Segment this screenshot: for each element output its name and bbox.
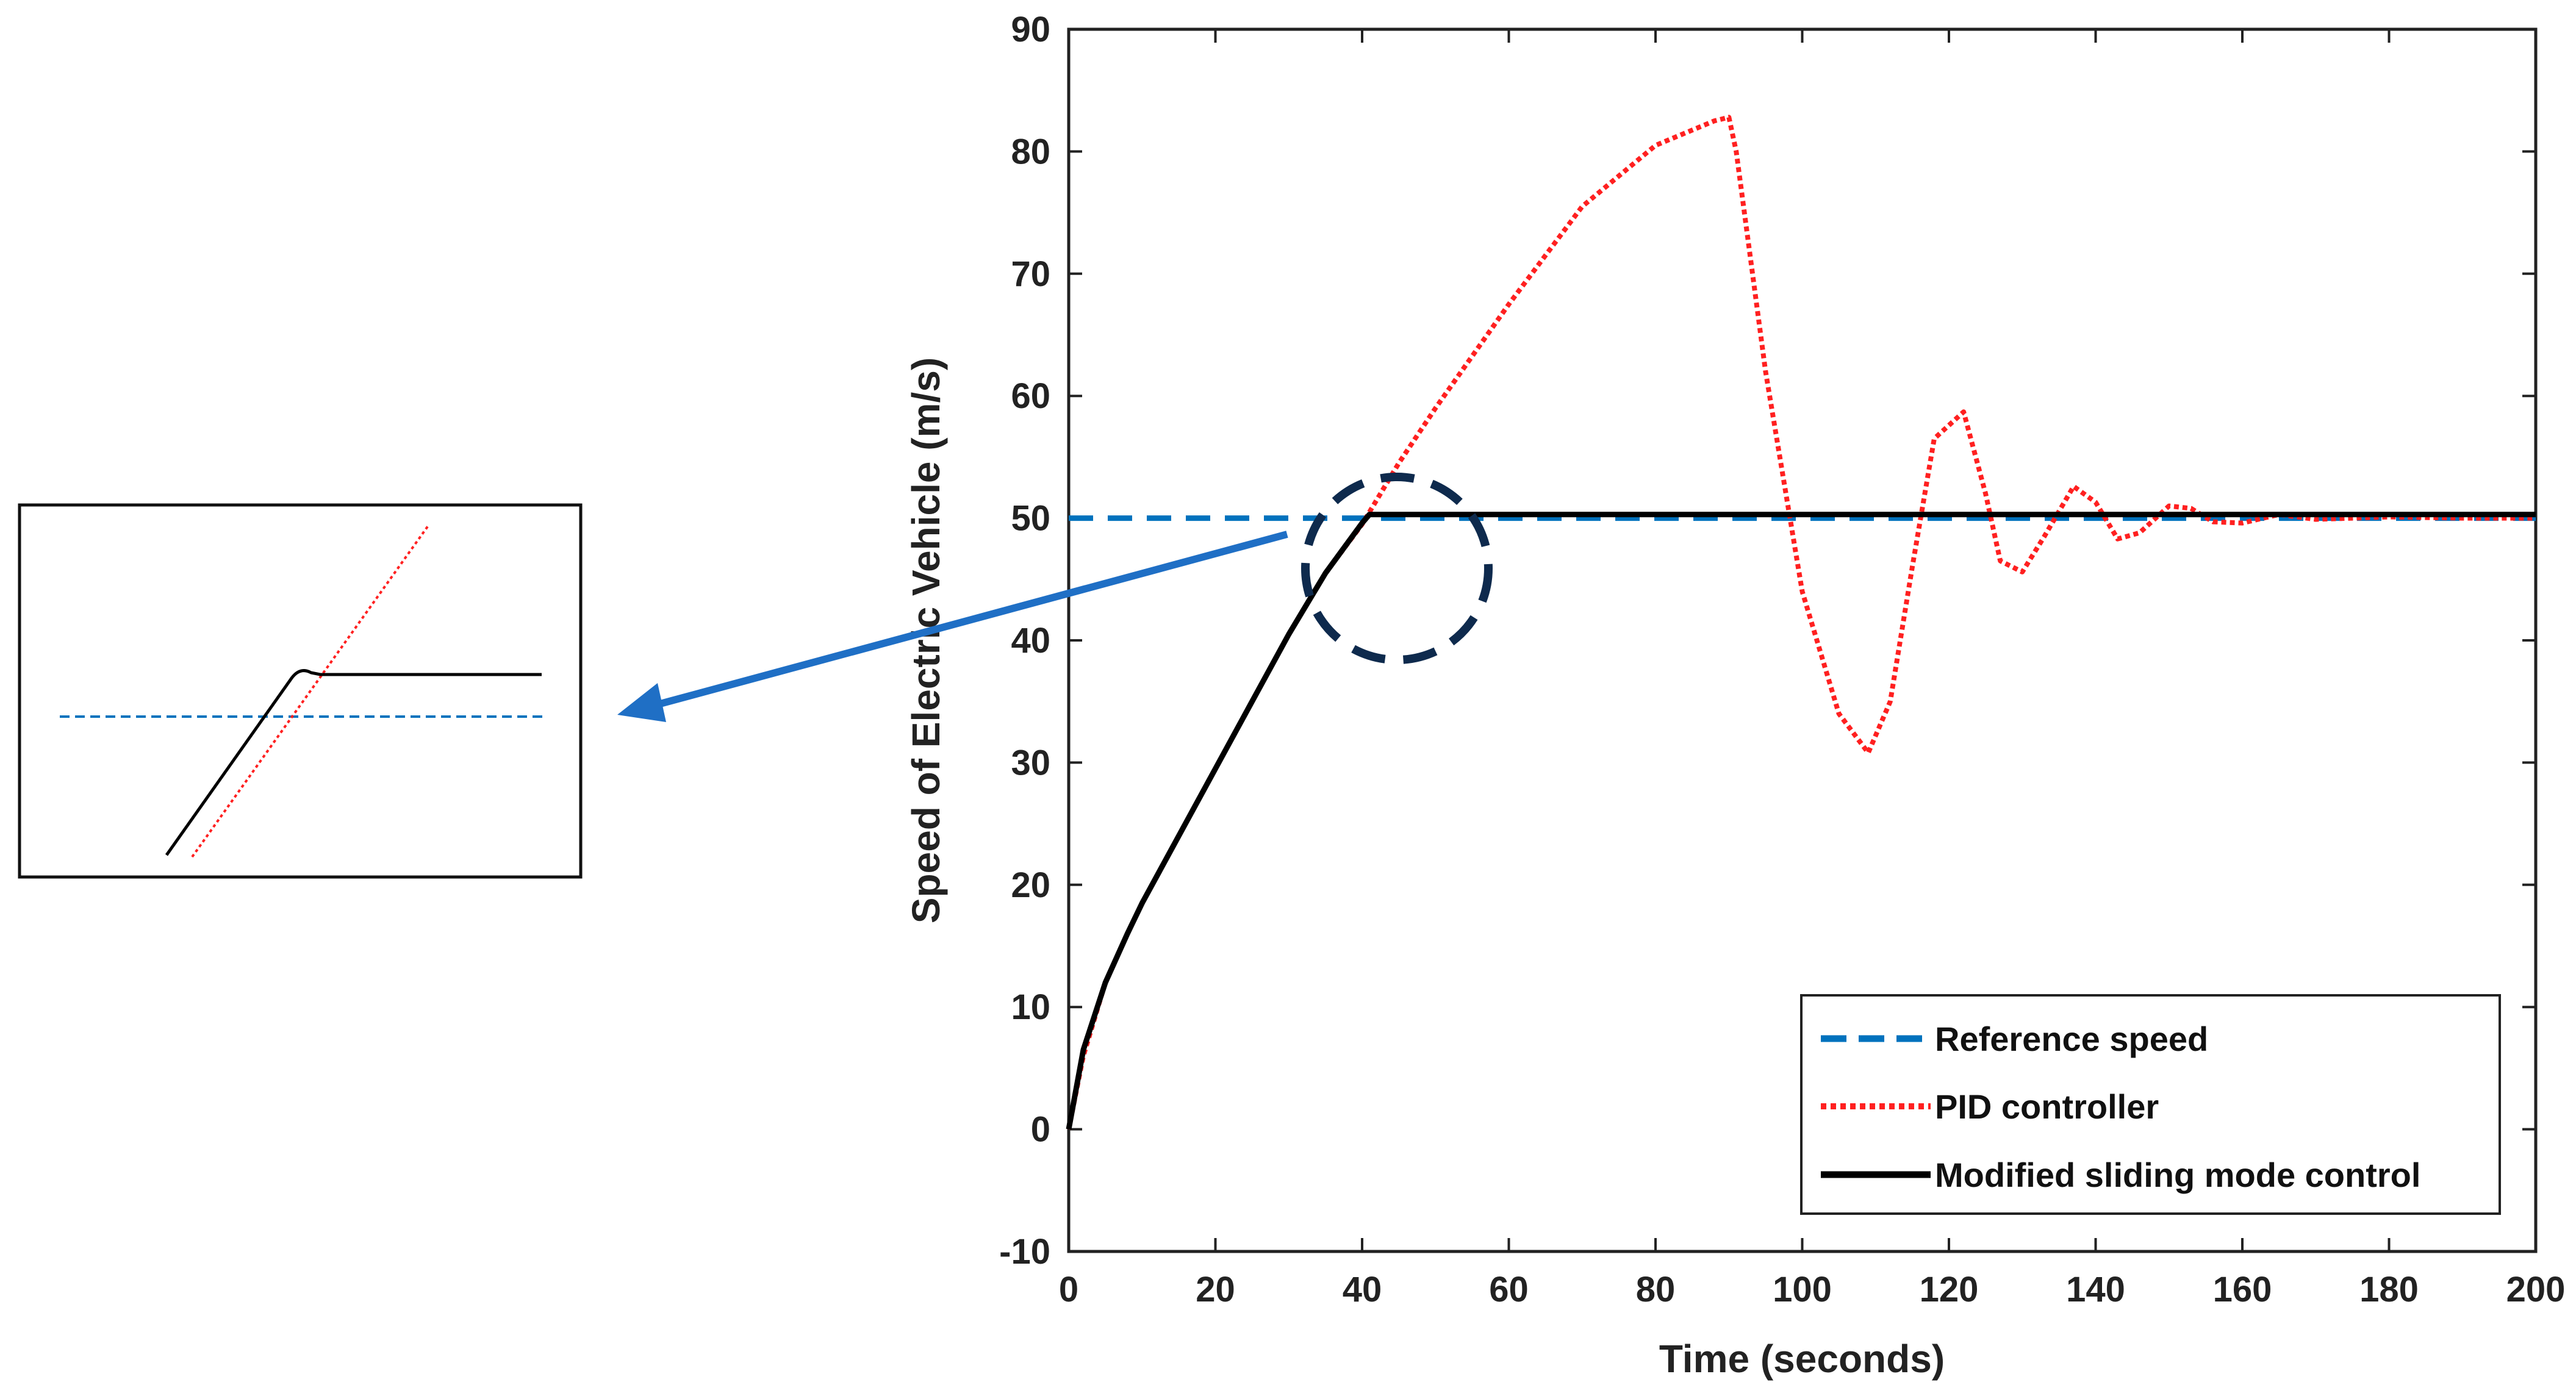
x-tick-label: 100 — [1773, 1270, 1832, 1309]
y-tick-label: 90 — [1011, 10, 1050, 49]
y-tick-label: 60 — [1011, 376, 1050, 416]
zoom-arrow-head — [617, 683, 666, 722]
legend-label-reference: Reference speed — [1935, 1020, 2208, 1058]
y-tick-label: -10 — [999, 1232, 1050, 1272]
x-tick-label: 0 — [1059, 1270, 1078, 1309]
sliding-mode-control-line — [1066, 512, 2536, 1130]
zoom-inset-box — [18, 503, 583, 879]
legend-label-smc: Modified sliding mode control — [1935, 1156, 2420, 1194]
y-tick-label: 30 — [1011, 743, 1050, 782]
x-tick-label: 80 — [1636, 1270, 1676, 1309]
y-tick-label: 40 — [1011, 621, 1050, 660]
inset-smc-line — [165, 669, 542, 856]
zoom-arrow-line — [645, 531, 1288, 711]
x-tick-label: 120 — [1920, 1270, 1979, 1309]
y-tick-label: 80 — [1011, 132, 1050, 171]
series-group — [1066, 115, 2536, 1130]
x-tick-label: 40 — [1343, 1270, 1382, 1309]
y-tick-label: 70 — [1011, 254, 1050, 294]
legend: Reference speed PID controller Modified … — [1800, 994, 2501, 1215]
legend-label-pid: PID controller — [1935, 1087, 2159, 1126]
inset-pid-line — [191, 524, 429, 858]
highlight-circle — [1301, 473, 1493, 664]
x-axis-label: Time (seconds) — [1659, 1337, 1945, 1381]
x-tick-label: 180 — [2359, 1270, 2419, 1309]
y-tick-label: 20 — [1011, 865, 1050, 905]
x-tick-label: 60 — [1489, 1270, 1529, 1309]
pid-controller-line — [1066, 115, 2536, 1130]
y-tick-label: 0 — [1031, 1110, 1050, 1150]
x-tick-label: 160 — [2213, 1270, 2272, 1309]
x-tick-label: 20 — [1196, 1270, 1235, 1309]
y-tick-label: 50 — [1011, 499, 1050, 539]
x-tick-label: 200 — [2506, 1270, 2566, 1309]
axis-ticks: 0 20 40 60 80 100 120 140 160 180 200-100102030405… — [999, 10, 2565, 1309]
y-tick-label: 10 — [1011, 987, 1050, 1027]
y-axis-label: Speed of Electric Vehicle (m/s) — [904, 357, 948, 923]
x-tick-label: 140 — [2066, 1270, 2125, 1309]
